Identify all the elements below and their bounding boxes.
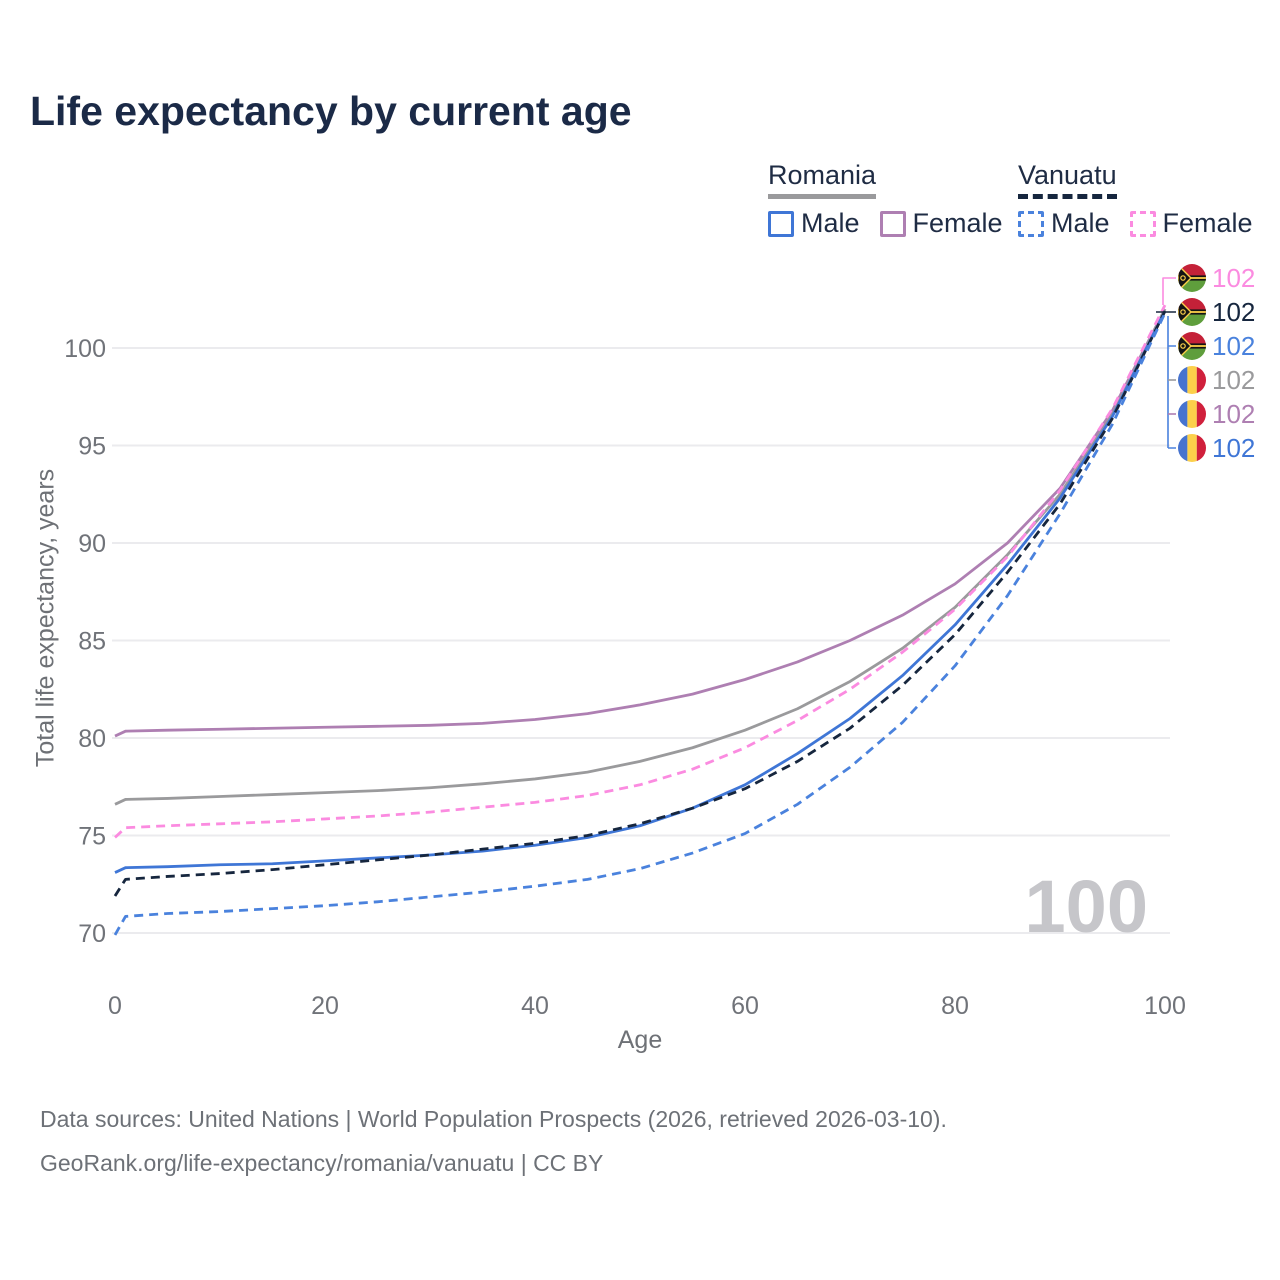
gridlines: 70 75 80 85 90 95 100 <box>64 335 1170 948</box>
end-label-romania-both: 102 <box>1178 365 1255 395</box>
flag-vanuatu-icon <box>1178 332 1206 360</box>
legend-label-female: Female <box>912 208 1003 238</box>
flag-vanuatu-icon <box>1178 298 1206 326</box>
legend-entry-romania-male[interactable]: Male <box>768 208 860 239</box>
leader-vanuatu-male-bracket <box>1167 315 1176 449</box>
end-value-romania-female: 102 <box>1212 399 1255 429</box>
legend-country-vanuatu: Vanuatu <box>1018 160 1117 199</box>
flag-vanuatu-icon <box>1178 264 1206 292</box>
y-tick-100: 100 <box>64 335 106 363</box>
y-axis-title: Total life expectancy, years <box>31 468 60 768</box>
legend-group-romania: Romania Male Female <box>768 160 1003 239</box>
y-tick-75: 75 <box>78 823 106 851</box>
flag-romania-icon <box>1178 366 1206 394</box>
x-tick-20: 20 <box>311 992 339 1020</box>
legend-entry-romania-female[interactable]: Female <box>879 208 1003 239</box>
y-tick-85: 85 <box>78 628 106 656</box>
data-sources-text: Data sources: United Nations | World Pop… <box>40 1106 947 1132</box>
legend-swatch-vanuatu-female <box>1129 210 1156 237</box>
end-label-vanuatu-both: 102 <box>1178 297 1255 327</box>
end-value-vanuatu-both: 102 <box>1212 297 1255 327</box>
line-romania-female[interactable] <box>114 308 1167 738</box>
legend-entry-vanuatu-male[interactable]: Male <box>1018 208 1110 239</box>
x-tick-40: 40 <box>521 992 549 1020</box>
legend-entry-vanuatu-female[interactable]: Female <box>1129 208 1253 239</box>
label-leader-lines <box>1156 277 1176 449</box>
end-label-vanuatu-male: 102 <box>1178 331 1255 361</box>
y-tick-70: 70 <box>78 920 106 948</box>
attribution-text: GeoRank.org/life-expectancy/romania/vanu… <box>40 1150 604 1176</box>
x-tick-0: 0 <box>108 992 122 1020</box>
line-vanuatu-male[interactable] <box>113 312 1167 936</box>
legend-label-male: Male <box>1051 208 1110 238</box>
age-indicator: 100 <box>1024 865 1148 948</box>
end-value-vanuatu-male: 102 <box>1212 331 1255 361</box>
x-axis-title: Age <box>617 1026 663 1054</box>
legend-country-romania: Romania <box>768 160 877 199</box>
x-tick-60: 60 <box>731 992 759 1020</box>
flag-romania-icon <box>1178 400 1206 428</box>
line-romania-male[interactable] <box>114 310 1167 874</box>
legend-label-male: Male <box>801 208 860 238</box>
end-label-romania-male: 102 <box>1178 433 1255 463</box>
x-tick-80: 80 <box>941 992 969 1020</box>
legend-swatch-romania-male <box>768 210 794 237</box>
end-label-vanuatu-female: 102 <box>1178 263 1255 293</box>
flag-romania-icon <box>1178 434 1206 462</box>
end-label-romania-female: 102 <box>1178 399 1255 429</box>
x-axis-ticks: 0 20 40 60 80 100 <box>108 992 1186 1020</box>
legend-swatch-romania-female <box>879 210 906 237</box>
y-tick-90: 90 <box>78 530 106 558</box>
legend-group-vanuatu: Vanuatu Male Female <box>1018 160 1253 239</box>
line-vanuatu-both[interactable] <box>113 310 1167 897</box>
y-tick-80: 80 <box>78 725 106 753</box>
legend-label-female: Female <box>1162 208 1253 238</box>
end-value-romania-male: 102 <box>1212 433 1255 463</box>
leader-vanuatu-female <box>1162 277 1176 305</box>
page-title: Life expectancy by current age <box>30 88 632 134</box>
line-vanuatu-female[interactable] <box>114 304 1167 839</box>
line-romania-both[interactable] <box>114 308 1167 806</box>
y-tick-95: 95 <box>78 433 106 461</box>
end-value-vanuatu-female: 102 <box>1212 263 1255 293</box>
legend-swatch-vanuatu-male <box>1018 210 1044 237</box>
x-tick-100: 100 <box>1144 992 1186 1020</box>
end-value-romania-both: 102 <box>1212 365 1255 395</box>
footer: Data sources: United Nations | World Pop… <box>40 1106 947 1194</box>
